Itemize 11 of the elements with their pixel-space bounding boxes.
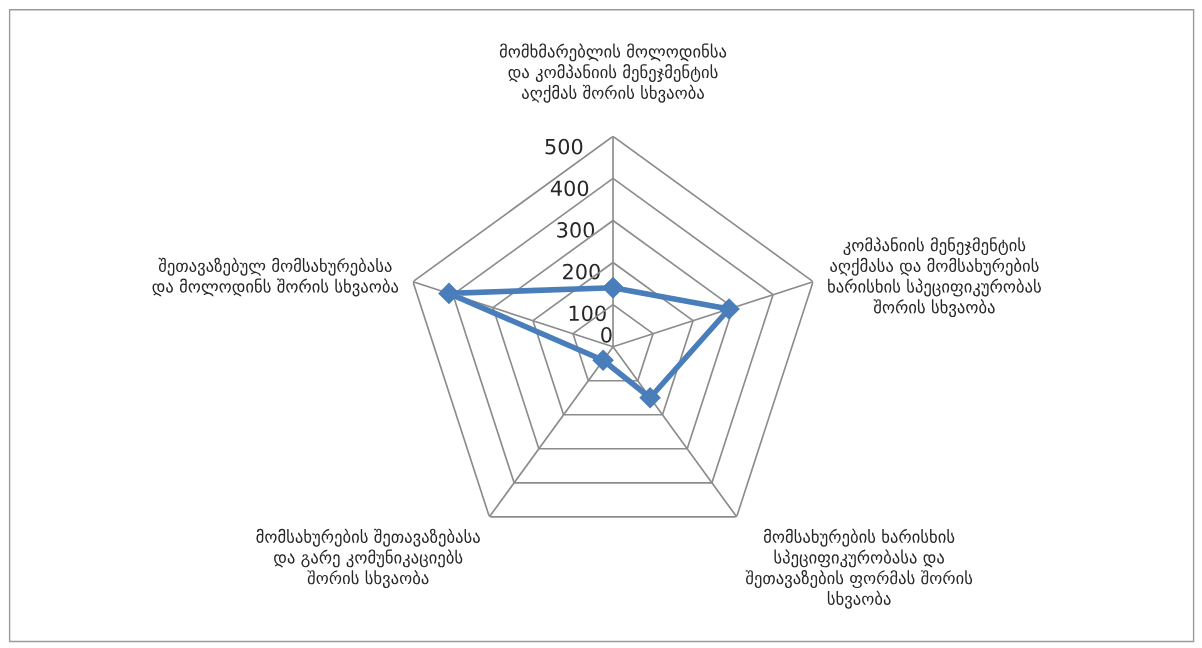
spoke-label: მომსახურების შეთავაზებასა და გარე კომუნიკაციებს შორის სხვაობა — [256, 528, 480, 589]
spoke-label: მომხმარებლის მოლოდინსა და კომპანიის მენეჯმენტის აღქმას შორის სხვაობა — [499, 43, 727, 103]
y-tick-label: 100 — [569, 305, 606, 322]
y-tick-label: 500 — [545, 138, 583, 155]
y-tick-label: 200 — [563, 263, 600, 280]
y-tick-label: 300 — [557, 222, 595, 238]
y-tick-label: 400 — [550, 180, 589, 197]
spoke-label: შეთავაზებულ მომსახურებასა და მოლოდინს შორის სხვაობა — [152, 257, 399, 297]
spoke-label: მომსახურების ხარისხის სპეციფიკურობასა და შეთავაზების ფორმას შორის სხვაობა — [745, 528, 973, 609]
spoke-label: კომპანიის მენეჯმენტის აღქმასა და მომსახურების ხარისხის სპეციფიკურობას შორის სხვაობა — [828, 237, 1041, 318]
y-tick-label: 0 — [601, 326, 612, 343]
